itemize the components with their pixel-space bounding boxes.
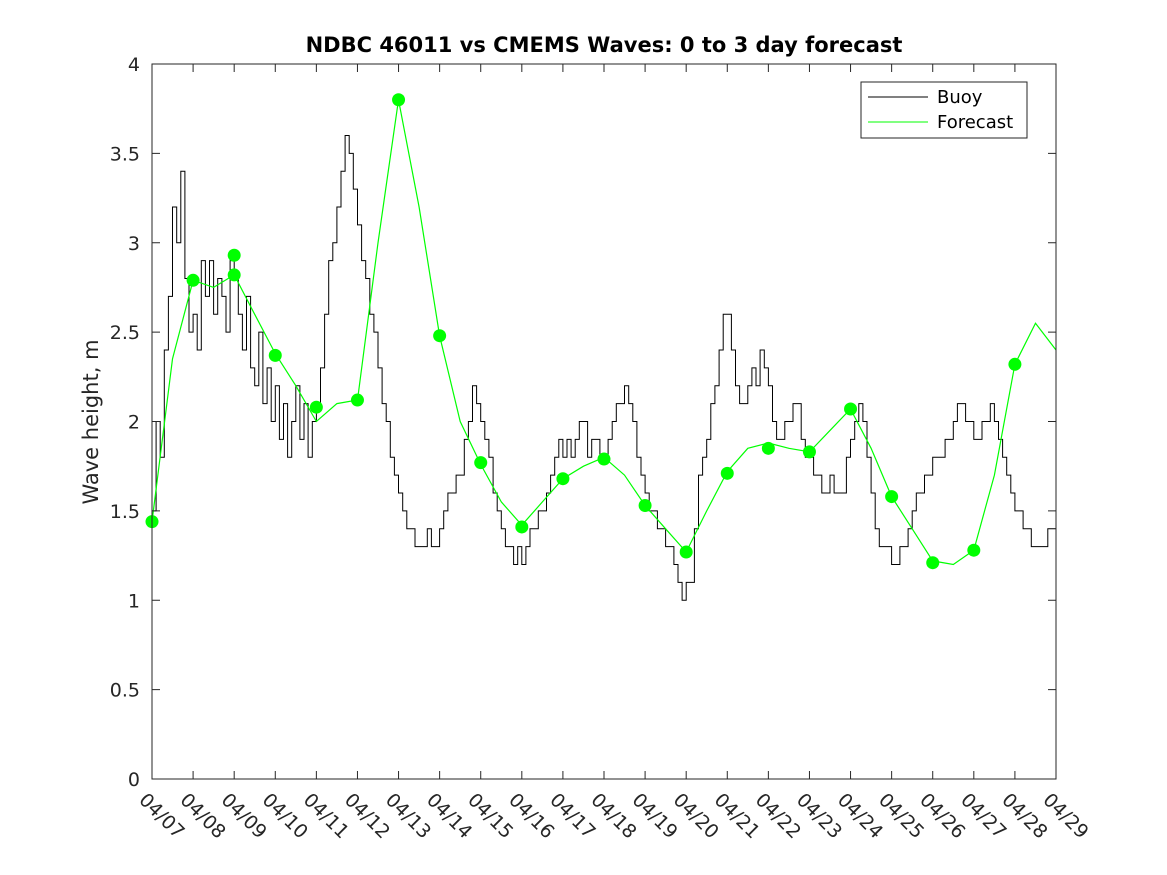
y-tick-label: 2 <box>128 412 140 434</box>
forecast-marker <box>227 268 241 282</box>
chart-title: NDBC 46011 vs CMEMS Waves: 0 to 3 day fo… <box>306 33 903 57</box>
plot-area: 00.511.522.533.5404/0704/0804/0904/1004/… <box>110 54 1093 843</box>
y-tick-label: 0 <box>128 769 140 791</box>
forecast-marker <box>556 472 570 486</box>
legend-buoy-label: Buoy <box>937 87 983 108</box>
legend: Buoy Forecast <box>860 81 1028 139</box>
forecast-marker <box>227 248 241 262</box>
forecast-marker <box>885 490 899 504</box>
forecast-marker <box>268 348 282 362</box>
series-buoy-line <box>152 135 1057 601</box>
y-tick-label: 0.5 <box>110 680 140 702</box>
forecast-marker <box>967 543 981 557</box>
forecast-marker <box>515 520 529 534</box>
forecast-marker <box>802 445 816 459</box>
forecast-marker <box>844 402 858 416</box>
forecast-marker <box>350 393 364 407</box>
y-tick-label: 2.5 <box>110 322 140 344</box>
y-tick-label: 1.5 <box>110 501 140 523</box>
y-tick-label: 4 <box>128 54 140 76</box>
y-tick-label: 3 <box>128 233 140 255</box>
forecast-marker <box>1008 357 1022 371</box>
plot-background <box>152 64 1056 779</box>
forecast-marker <box>186 273 200 287</box>
y-tick-label: 3.5 <box>110 143 140 165</box>
forecast-marker <box>392 93 406 107</box>
forecast-marker <box>638 499 652 513</box>
forecast-marker <box>679 545 693 559</box>
y-axis-label: Wave height, m <box>79 339 103 504</box>
forecast-marker <box>720 466 734 480</box>
forecast-marker <box>433 329 447 343</box>
forecast-marker <box>309 400 323 414</box>
legend-box <box>860 81 1028 139</box>
forecast-marker <box>926 556 940 570</box>
forecast-marker <box>474 456 488 470</box>
forecast-marker <box>597 452 611 466</box>
y-tick-label: 1 <box>128 590 140 612</box>
legend-forecast-label: Forecast <box>937 112 1013 133</box>
forecast-marker <box>761 441 775 455</box>
